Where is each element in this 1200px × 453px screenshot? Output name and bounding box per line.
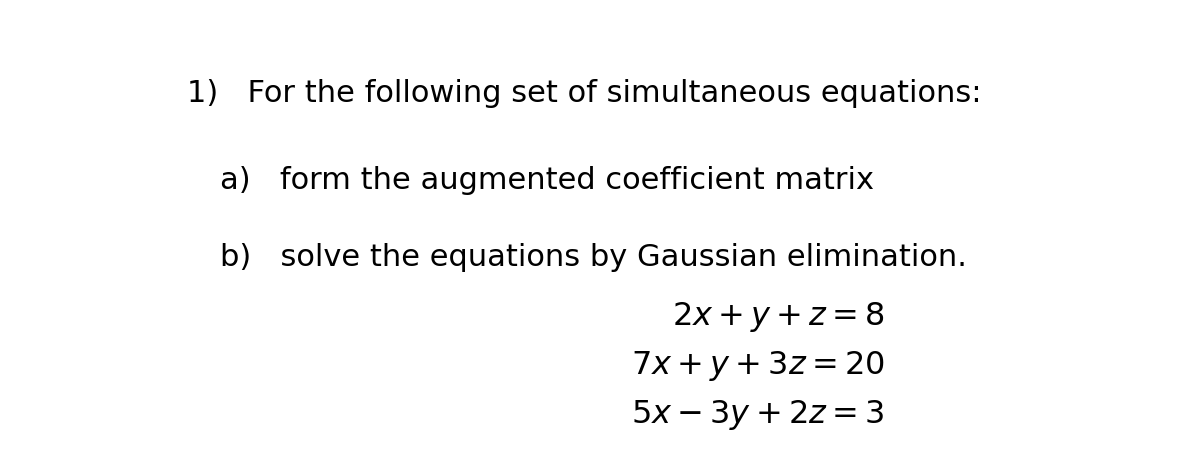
Text: $2x + y + z = 8$: $2x + y + z = 8$ [672,300,884,334]
Text: b)   solve the equations by Gaussian elimination.: b) solve the equations by Gaussian elimi… [220,243,967,272]
Text: a)   form the augmented coefficient matrix: a) form the augmented coefficient matrix [220,166,874,195]
Text: $7x + y + 3z = 20$: $7x + y + 3z = 20$ [631,349,884,383]
Text: $5x - 3y + 2z = 3$: $5x - 3y + 2z = 3$ [631,398,884,432]
Text: 1)   For the following set of simultaneous equations:: 1) For the following set of simultaneous… [187,79,982,108]
